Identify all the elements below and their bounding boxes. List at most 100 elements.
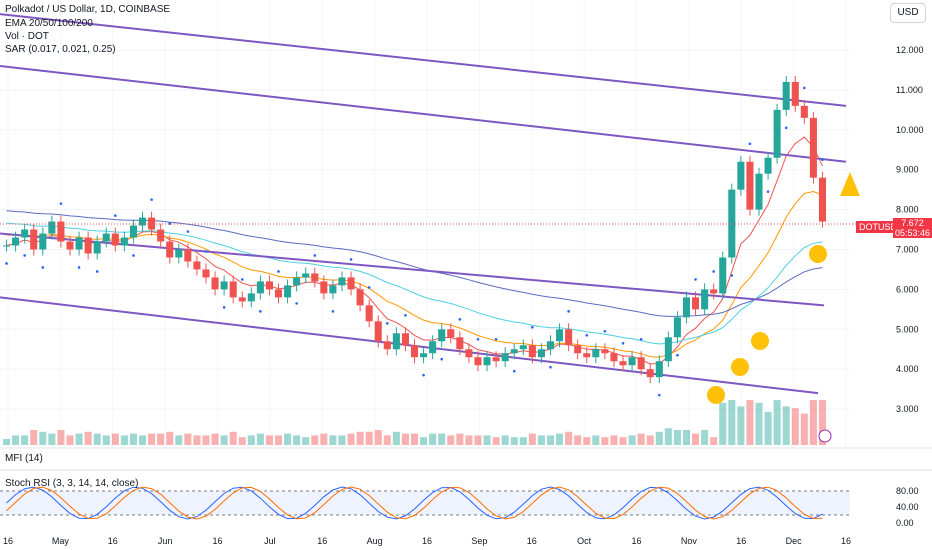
volume-bar (420, 437, 428, 445)
sar-dot (748, 142, 752, 146)
sar-dot (23, 254, 26, 257)
candle-body (456, 337, 464, 350)
candle-body (592, 349, 600, 358)
volume-bar (410, 433, 419, 445)
candle-body (66, 241, 74, 250)
candle-body (148, 217, 156, 230)
volume-bar (265, 435, 273, 445)
candle-body (392, 333, 400, 350)
candle-body (664, 337, 672, 362)
volume-bar (157, 433, 165, 445)
volume-bar (202, 435, 210, 445)
stoch-d-line (6, 486, 823, 520)
candle-body (220, 281, 228, 290)
candle-body (755, 173, 763, 210)
ema-legend[interactable]: EMA 20/50/100/200 (5, 18, 93, 29)
sar-dot (132, 254, 135, 257)
channel-line (0, 64, 847, 163)
volume-bar (664, 428, 672, 445)
volume-bar (57, 430, 65, 445)
sar-dot (458, 318, 462, 321)
sar-dot (784, 126, 788, 130)
sar-dot (114, 214, 117, 217)
thumb-icon (731, 358, 749, 376)
ema-line (6, 136, 823, 365)
volume-bar (592, 435, 600, 445)
volume-bar (84, 431, 92, 445)
candle-body (175, 249, 183, 258)
candle-body (238, 297, 246, 302)
volume-bar (501, 435, 509, 445)
y-tick-label: 4.000 (896, 364, 919, 374)
candle-body (546, 341, 555, 350)
volume-bar (574, 435, 582, 445)
volume-bar (537, 435, 545, 445)
stoch-legend[interactable]: Stoch RSI (3, 3, 14, 14, close) (5, 478, 139, 489)
sar-dot (186, 230, 190, 233)
candle-body (764, 157, 772, 174)
volume-bar (474, 435, 482, 445)
candle-body (93, 241, 101, 254)
candle-body (692, 297, 700, 310)
candle-body (256, 281, 264, 294)
candle-body (619, 361, 627, 366)
sar-dot (313, 254, 317, 257)
volume-bar (746, 400, 754, 445)
volume-bar (791, 408, 799, 445)
volume-bar (682, 430, 691, 445)
volume-bar (438, 433, 446, 445)
sar-dot (567, 310, 570, 313)
sar-legend[interactable]: SAR (0.017, 0.021, 0.25) (5, 44, 116, 55)
x-tick-label: Jul (264, 536, 276, 546)
volume-bar (492, 437, 500, 445)
sar-dot (440, 357, 443, 361)
candle-body (84, 237, 92, 254)
candle-body (438, 329, 446, 342)
volume-bar (546, 435, 555, 445)
volume-bar (211, 433, 219, 445)
candle-body (628, 357, 636, 366)
volume-bar (429, 433, 437, 445)
volume-bar (347, 433, 355, 445)
sar-dot (295, 302, 298, 305)
currency-button[interactable]: USD (890, 3, 926, 23)
candle-body (12, 237, 20, 246)
candle-body (574, 345, 582, 354)
candle-body (274, 289, 283, 298)
candle-body (809, 117, 817, 178)
stoch-tick-label: 0.00 (896, 518, 914, 528)
volume-bars (3, 400, 826, 445)
sar-dot (676, 353, 679, 357)
candle-body (510, 349, 518, 354)
volume-bar (138, 435, 147, 445)
last-price-tag: DOTUSD 7.672 05:53:46 (856, 218, 932, 238)
volume-legend[interactable]: Vol · DOT (5, 31, 49, 42)
volume-bar (30, 430, 38, 445)
volume-bar (256, 433, 264, 445)
stoch-k-line (6, 486, 823, 520)
volume-bar (93, 433, 101, 445)
candle-body (383, 341, 391, 350)
sar-dot (259, 310, 262, 313)
volume-bar (338, 435, 346, 445)
candle-body (401, 333, 409, 346)
volume-bar (710, 437, 718, 445)
volume-bar (456, 433, 464, 445)
candle-body (474, 357, 482, 366)
sar-dot (621, 341, 625, 345)
thumb-icon (809, 245, 827, 263)
volume-bar (311, 435, 319, 445)
volume-bar (719, 402, 727, 445)
candle-body (284, 285, 292, 298)
mfi-legend[interactable]: MFI (14) (5, 453, 43, 464)
candle-body (728, 189, 736, 258)
volume-bar (66, 435, 74, 445)
candle-body (673, 317, 681, 338)
candle-body (537, 349, 545, 358)
volume-bar (193, 435, 201, 445)
candle-body (320, 281, 328, 294)
candle-body (800, 105, 808, 118)
candle-body (483, 357, 491, 366)
candle-body (120, 237, 128, 246)
sar-dot (531, 326, 534, 329)
